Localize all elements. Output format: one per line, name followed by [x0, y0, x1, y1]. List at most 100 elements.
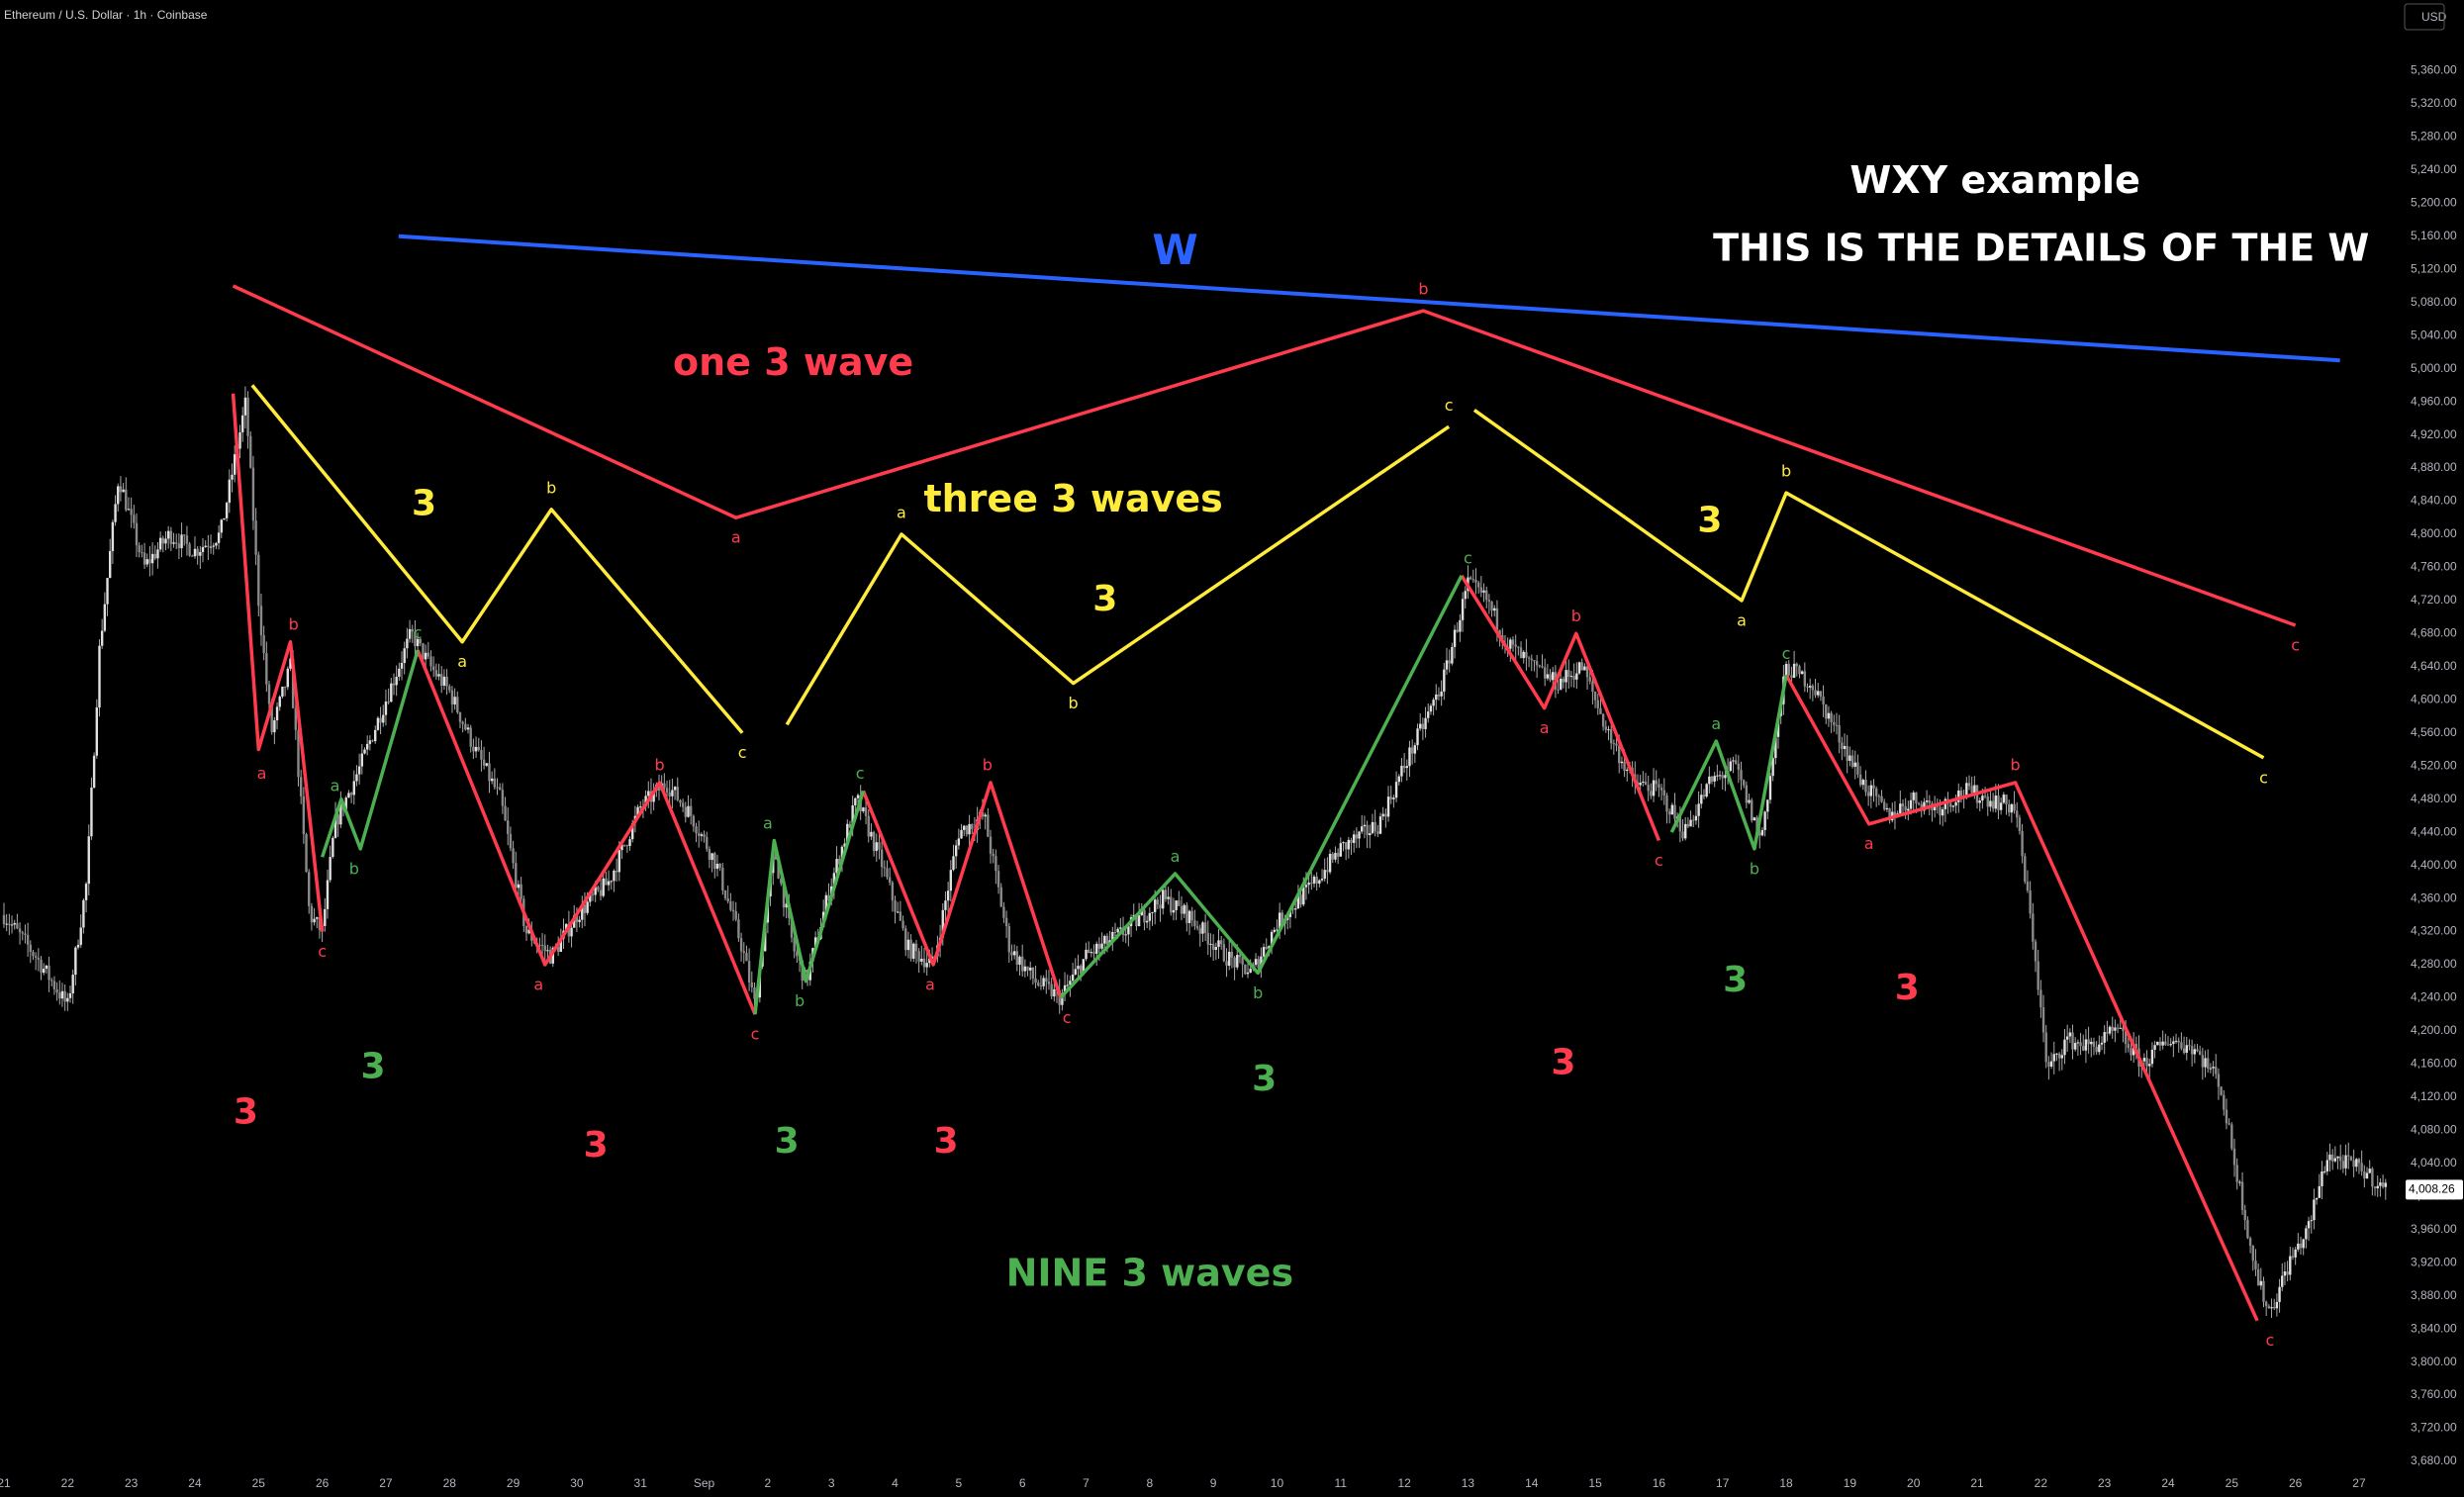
wave-point-label: a: [1737, 610, 1747, 629]
candle-body: [602, 878, 605, 896]
candle-body: [1522, 651, 1525, 659]
candle-body: [813, 937, 817, 949]
candle-body: [360, 753, 364, 767]
candle-body: [1792, 663, 1796, 678]
candle-body: [1482, 590, 1485, 593]
candle-body: [333, 814, 337, 838]
candle-body: [1299, 894, 1302, 905]
candle-body: [1304, 885, 1308, 888]
candle-body: [1678, 816, 1682, 832]
candle-body: [1392, 797, 1395, 799]
wave-point-label: b: [1418, 280, 1428, 299]
red-wave: [231, 393, 325, 932]
candle-body: [1071, 975, 1075, 982]
candle-body: [2240, 1181, 2244, 1211]
time-tick-label: 8: [1146, 1476, 1153, 1490]
price-tick-label: 4,760.00: [2411, 560, 2457, 574]
candle-body: [737, 919, 740, 939]
candle-body: [1031, 967, 1035, 979]
candle-body: [1599, 707, 1602, 714]
candle-body: [1620, 761, 1624, 764]
candle-body: [827, 894, 830, 901]
candle-body: [58, 992, 61, 999]
candle-body: [13, 922, 16, 925]
price-tick-label: 4,240.00: [2411, 990, 2457, 1004]
candle-body: [734, 910, 737, 920]
currency-label: USD: [2421, 10, 2447, 24]
candle-body: [628, 839, 631, 846]
candle-body: [1827, 712, 1831, 719]
candle-body: [888, 877, 892, 883]
candle-body: [2044, 1032, 2047, 1063]
candle-body: [1137, 915, 1141, 927]
candle-body: [617, 850, 620, 873]
candle-body: [2007, 804, 2011, 813]
price-axis[interactable]: 5,360.00 5,320.00 5,280.00 5,240.00 5,200.00…: [2404, 0, 2464, 1497]
candle-body: [482, 759, 486, 766]
candle-body: [2063, 1039, 2066, 1056]
candle-body: [647, 791, 650, 796]
candle-body: [995, 856, 997, 872]
candle-body: [2379, 1182, 2382, 1186]
candle-body: [1915, 792, 1918, 803]
red-wave: [861, 781, 1063, 999]
candle-body: [98, 645, 101, 708]
candle-body: [1190, 910, 1193, 921]
candle-body: [1543, 667, 1547, 679]
candle-body: [1533, 660, 1536, 662]
candle-body: [870, 831, 873, 837]
candle-body: [864, 807, 868, 816]
time-axis[interactable]: 21 22 23 24 25 26 27 28 29 30 31 Sep 2 3 4 5 6 7 8 9 10 11 12 1…: [0, 1476, 2366, 1490]
candle-body: [1618, 745, 1621, 764]
candle-body: [1012, 951, 1016, 956]
candle-body: [2322, 1170, 2326, 1172]
wave-point-label: c: [738, 743, 747, 762]
candle-body: [2212, 1067, 2215, 1069]
candle-body: [21, 932, 24, 934]
candle-body: [262, 635, 265, 654]
wave-point-label: a: [763, 813, 773, 832]
chart-annotation: WXY example: [1849, 158, 2139, 202]
price-tick-label: 3,720.00: [2411, 1421, 2457, 1435]
candle-body: [1734, 760, 1738, 764]
wave-count-label: 3: [234, 1092, 258, 1133]
candle-body: [34, 956, 38, 958]
candle-body: [2084, 1039, 2088, 1051]
candle-body: [336, 814, 339, 825]
candle-body: [125, 489, 128, 511]
candle-body: [504, 805, 507, 821]
time-tick-label: 19: [1844, 1476, 1857, 1490]
candle-body: [2267, 1306, 2271, 1309]
candle-body: [1424, 717, 1427, 729]
candle-body: [862, 807, 865, 811]
candle-body: [687, 805, 690, 817]
candle-body: [1771, 758, 1774, 777]
candle-body: [1983, 795, 1987, 797]
candle-body: [1822, 696, 1825, 704]
wave-point-label: a: [731, 528, 741, 547]
candle-body: [599, 889, 603, 896]
candle-body: [2174, 1040, 2178, 1042]
candle-body: [1092, 952, 1095, 954]
candle-body: [1991, 800, 1995, 809]
candle-body: [76, 944, 80, 948]
candle-body: [2299, 1243, 2303, 1249]
candle-body: [16, 922, 19, 929]
last-price-label: 4,008.26: [2409, 1182, 2455, 1196]
candle-body: [2052, 1054, 2055, 1062]
candle-body: [2204, 1058, 2207, 1068]
candle-body: [1095, 943, 1098, 954]
candle-body: [395, 677, 398, 686]
candle-body: [1246, 972, 1250, 975]
candle-body: [1020, 956, 1024, 972]
candle-body: [63, 990, 66, 1002]
candle-body: [1665, 795, 1668, 812]
candle-body: [2305, 1228, 2308, 1240]
candle-body: [1973, 785, 1976, 794]
candle-body: [1193, 920, 1196, 927]
candle-body: [607, 881, 611, 886]
candle-body: [1567, 670, 1570, 678]
candle-body: [318, 917, 322, 930]
candle-body: [564, 923, 568, 931]
